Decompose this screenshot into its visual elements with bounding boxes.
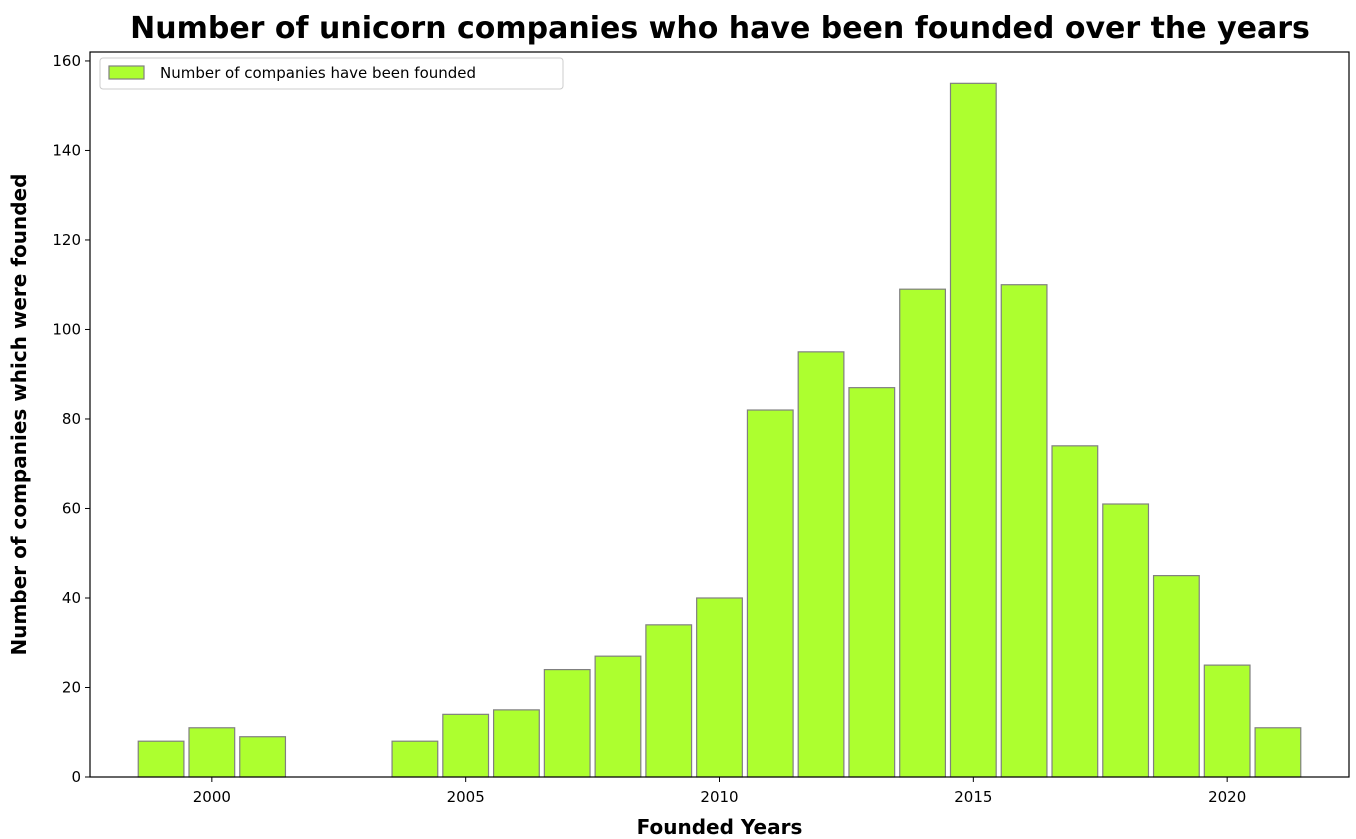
x-tick-label: 2000 — [193, 788, 231, 806]
bar-2009 — [645, 624, 693, 778]
y-tick-label: 140 — [52, 141, 81, 159]
plot-area — [137, 82, 1302, 778]
bar-2007 — [543, 668, 591, 778]
y-axis: 0 20 40 60 80 100 120 140 160 — [52, 52, 90, 786]
legend-label: Number of companies have been founded — [160, 64, 476, 82]
bar-2006 — [492, 709, 540, 778]
y-axis-label: Number of companies which were founded — [7, 174, 31, 656]
y-tick-label: 60 — [62, 499, 81, 517]
x-axis-label: Founded Years — [637, 815, 803, 839]
bar-2017 — [1051, 445, 1099, 778]
x-tick-label: 2020 — [1208, 788, 1246, 806]
x-tick-label: 2015 — [954, 788, 992, 806]
bar-2020 — [1203, 664, 1251, 778]
y-tick-label: 100 — [52, 320, 81, 338]
bar-2011 — [746, 409, 794, 778]
bar-2021 — [1254, 727, 1302, 778]
bar-2019 — [1152, 575, 1200, 778]
bar-2016 — [1000, 284, 1048, 778]
legend-box — [99, 57, 564, 90]
bar-2013 — [848, 387, 896, 778]
bar-2004 — [391, 740, 439, 778]
bar-2018 — [1102, 503, 1150, 778]
y-tick-label: 160 — [52, 52, 81, 70]
x-tick-label: 2010 — [700, 788, 738, 806]
x-tick-label: 2005 — [447, 788, 485, 806]
bar-2010 — [696, 597, 743, 778]
bar-2000 — [188, 727, 236, 778]
y-tick-label: 120 — [52, 231, 81, 249]
bar-2015 — [949, 82, 997, 778]
bar-2008 — [594, 655, 642, 778]
y-tick-label: 0 — [71, 768, 81, 786]
legend-swatch — [108, 65, 145, 80]
y-tick-label: 80 — [62, 410, 81, 428]
y-tick-label: 40 — [62, 589, 81, 607]
legend: Number of companies have been founded — [99, 57, 564, 90]
bar-1999 — [137, 740, 185, 778]
bar-2014 — [899, 288, 947, 778]
chart-title: Number of unicorn companies who have bee… — [130, 11, 1310, 46]
x-axis: 2000 2005 2010 2015 2020 — [193, 777, 1246, 806]
bar-2001 — [239, 736, 287, 778]
bar-2005 — [442, 713, 490, 778]
bar-2012 — [797, 351, 845, 778]
y-tick-label: 20 — [62, 678, 81, 696]
